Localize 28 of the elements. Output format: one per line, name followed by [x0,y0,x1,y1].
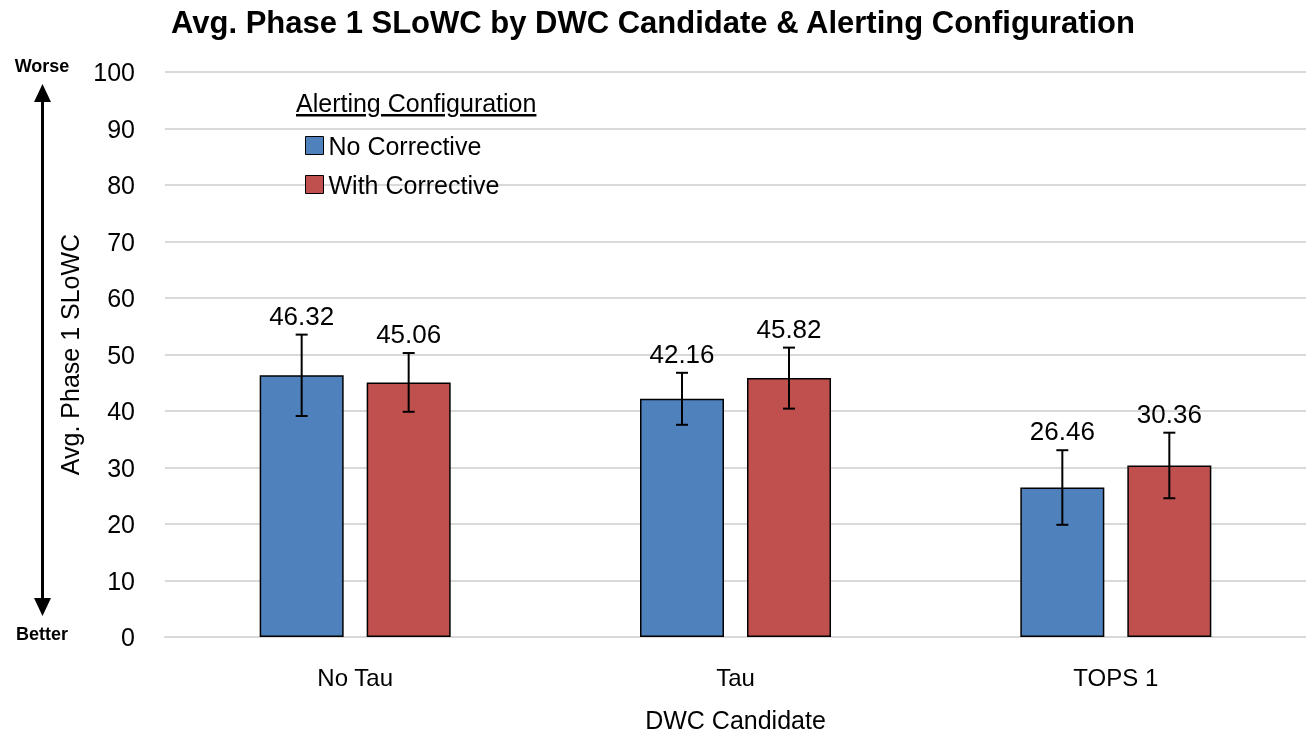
y-tick-label: 10 [107,566,135,595]
chart-title: Avg. Phase 1 SLoWC by DWC Candidate & Alerting Configuration [171,5,1135,40]
x-tick-label: No Tau [317,663,393,691]
text: Worse [14,56,70,76]
y-tick-label: 30 [107,453,135,482]
y-tick-label: 50 [107,340,135,369]
x-tick-label: Tau [716,663,755,691]
data-label: 26.46 [1029,416,1095,447]
y-tick-label: 0 [121,623,135,651]
y-axis-title: Avg. Phase 1 SLoWC [55,233,84,476]
data-label: 42.16 [649,338,715,369]
legend-label: With Corrective [328,170,500,199]
y-tick-label: 70 [107,227,135,256]
x-tick-label: TOPS 1 [1073,663,1159,691]
text: Better [15,624,69,644]
legend-title: Alerting Configuration [296,89,537,117]
data-label: 46.32 [269,300,335,331]
data-label: 45.06 [376,319,442,350]
x-axis-title: DWC Candidate [645,705,826,734]
y-tick-label: 90 [107,114,135,143]
y-tick-label: 40 [107,397,135,425]
data-label: 30.36 [1136,398,1202,429]
y-tick-label: 60 [107,284,135,312]
y-tick-label: 100 [93,58,135,86]
y-tick-label: 20 [107,510,135,538]
legend-label: No Corrective [328,131,482,160]
data-label: 45.82 [756,313,822,344]
y-tick-label: 80 [107,171,135,199]
